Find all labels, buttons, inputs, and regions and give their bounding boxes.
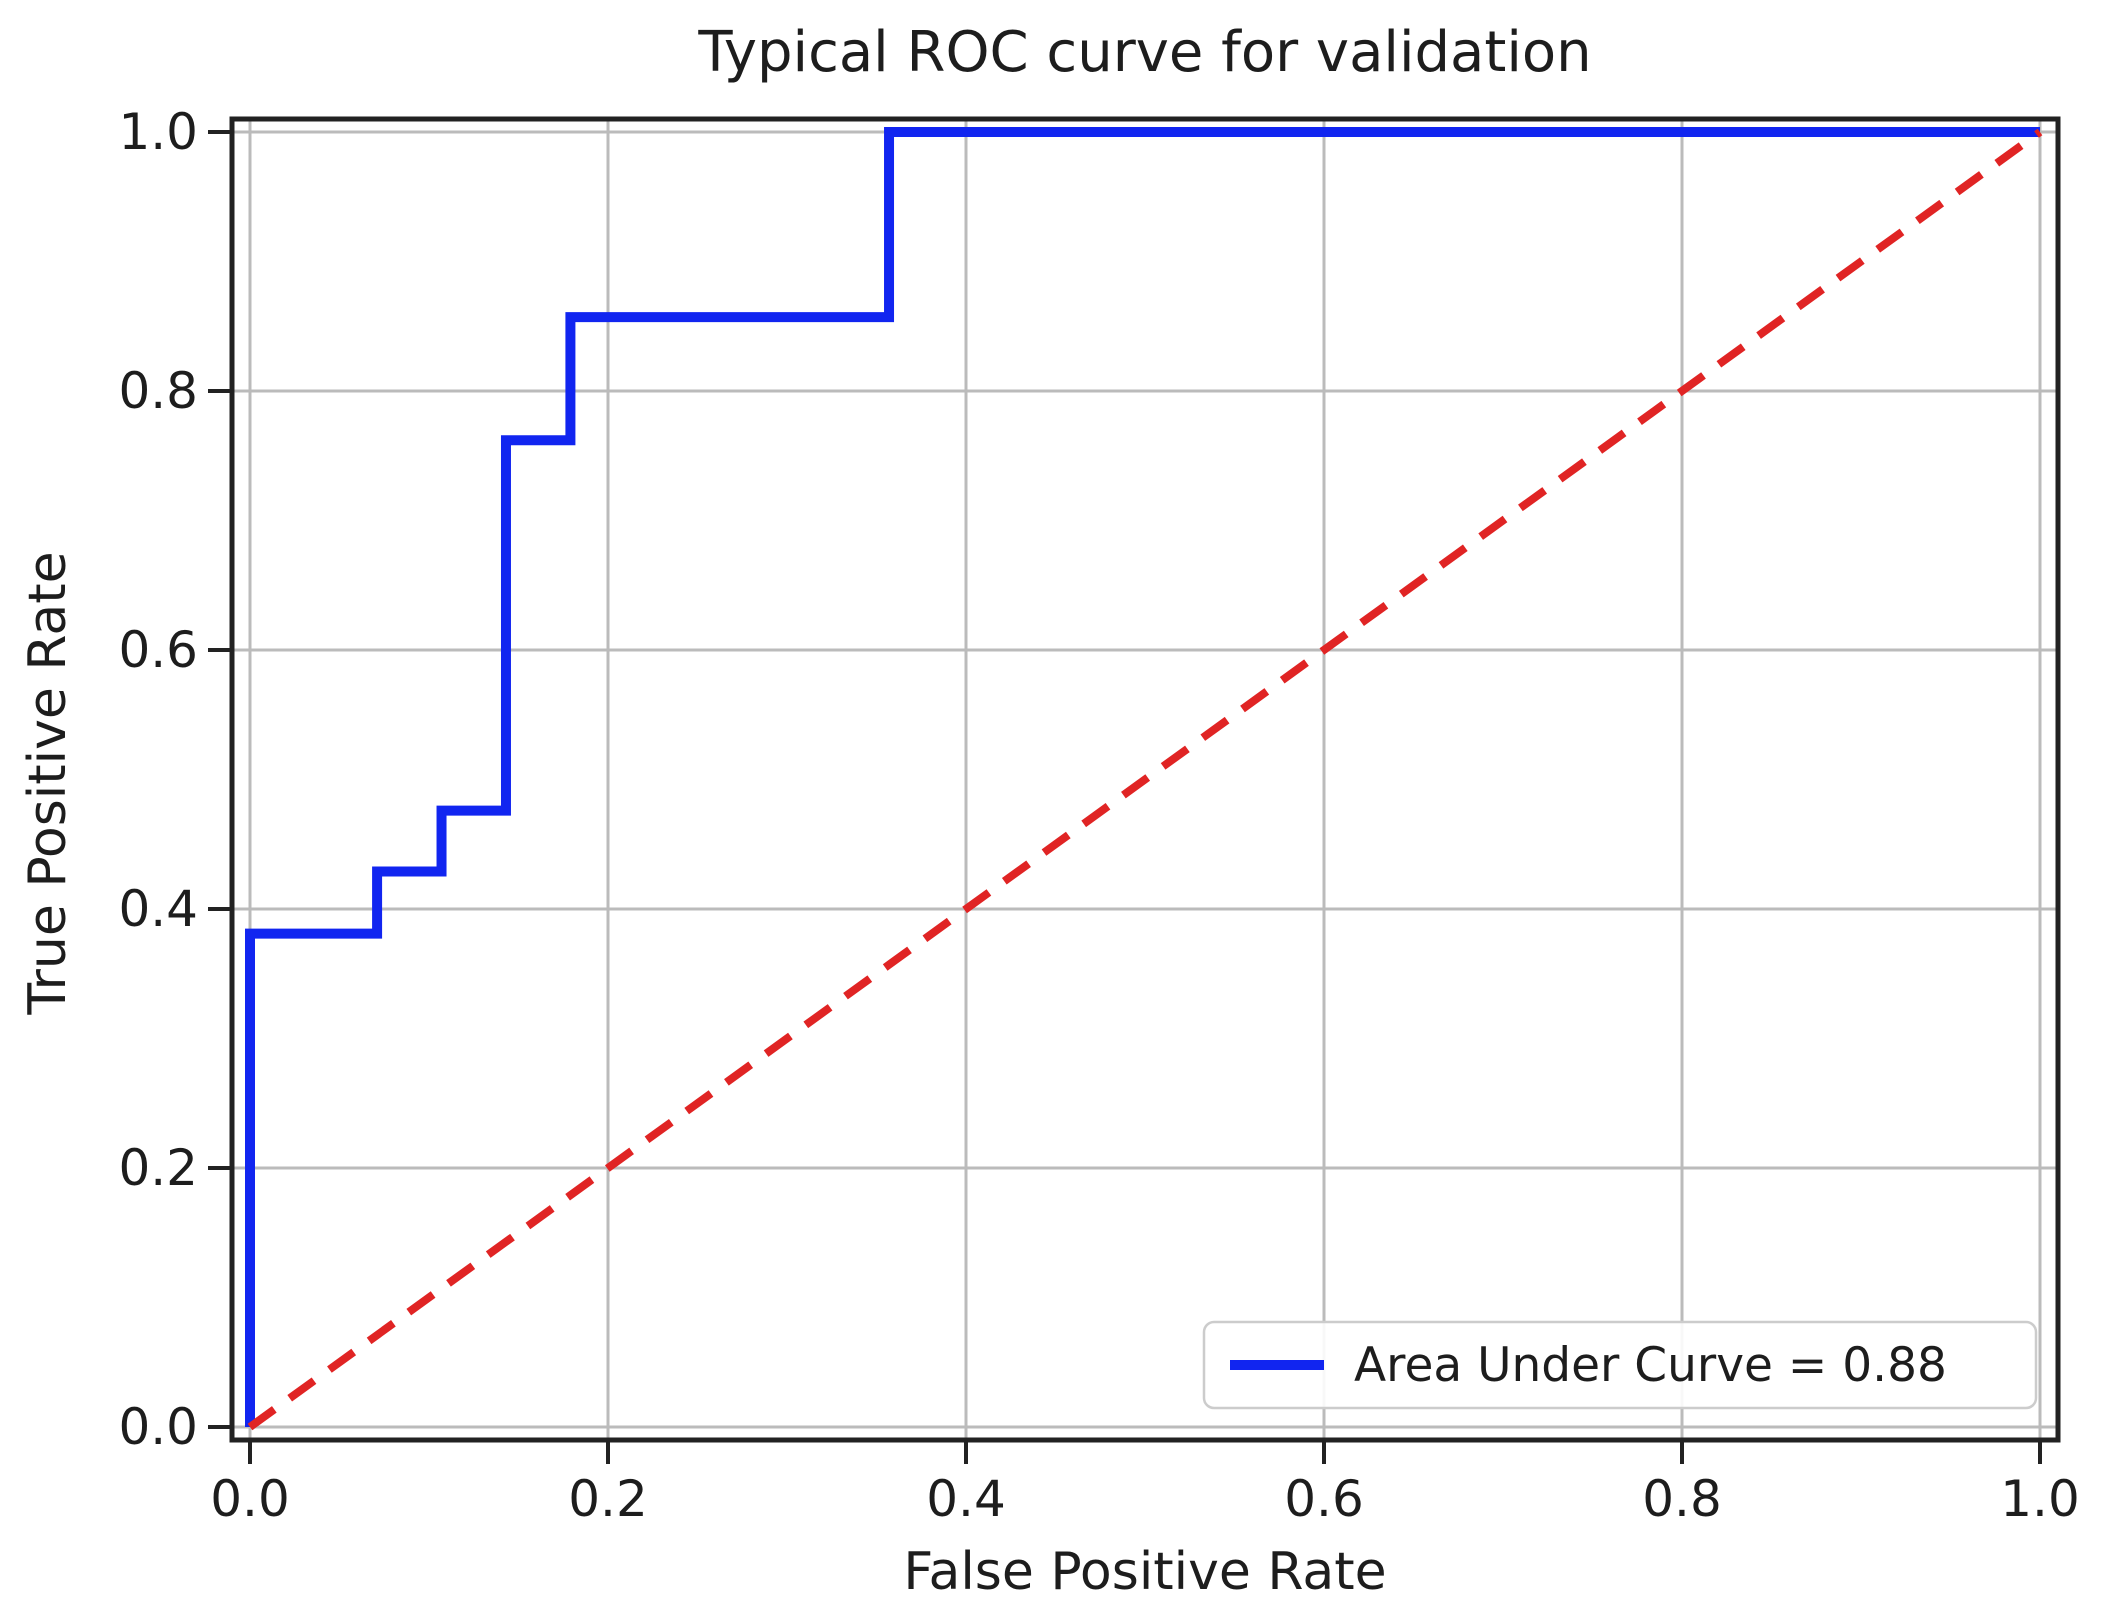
legend: Area Under Curve = 0.88 (1202, 1320, 2038, 1410)
chart-title: Typical ROC curve for validation (698, 20, 1592, 85)
x-axis-label: False Positive Rate (903, 1542, 1387, 1602)
legend-box (1202, 1320, 2038, 1410)
y-tick-label: 0.6 (118, 621, 198, 679)
x-tick-label: 0.4 (926, 1470, 1006, 1528)
y-tick-label: 0.4 (118, 880, 198, 938)
y-tick-label: 0.2 (118, 1139, 198, 1197)
y-tick-label: 0.8 (118, 362, 198, 420)
x-tick-label: 0.2 (568, 1470, 648, 1528)
x-tick-label: 0.8 (1642, 1470, 1722, 1528)
chance-diagonal-line (247, 128, 2043, 1431)
x-tick-label: 0.6 (1284, 1470, 1364, 1528)
y-tick-label: 1.0 (118, 103, 198, 161)
y-tick-label: 0.0 (118, 1398, 198, 1456)
axes-frame (229, 116, 2061, 1443)
roc-curve-line (245, 127, 2040, 1427)
x-tick-label: 1.0 (2000, 1470, 2080, 1528)
legend-label: Area Under Curve = 0.88 (1354, 1338, 1947, 1393)
x-tick-label: 0.0 (210, 1470, 290, 1528)
